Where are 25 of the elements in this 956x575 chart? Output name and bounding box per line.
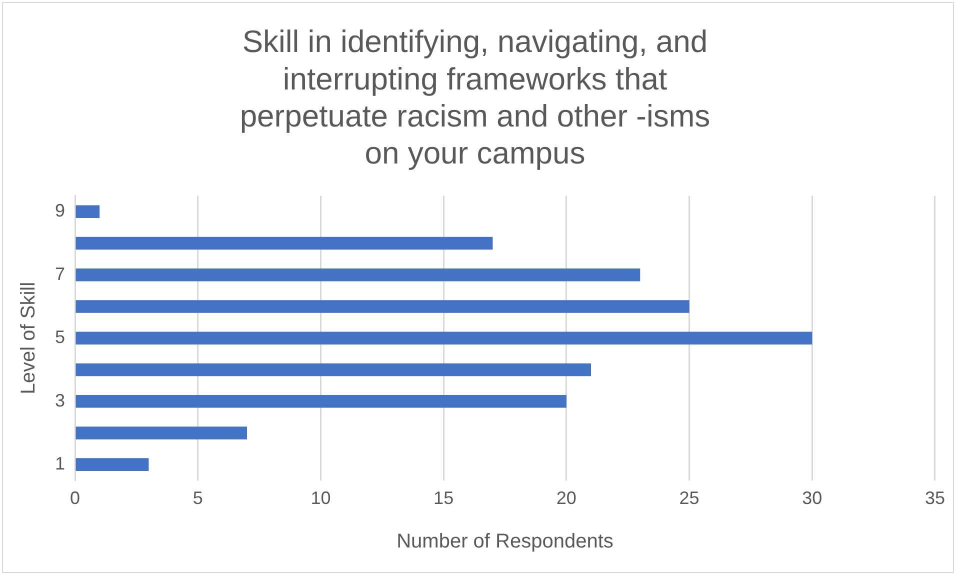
x-tick-label: 0: [70, 488, 80, 508]
bar: [76, 205, 100, 218]
bar: [76, 426, 248, 440]
bar: [76, 363, 591, 376]
x-tick-label: 5: [192, 488, 203, 508]
y-tick-label: 7: [54, 264, 66, 284]
x-tick-label: 10: [310, 488, 331, 508]
x-tick-label: 30: [802, 488, 822, 508]
y-tick-label: 1: [54, 454, 66, 474]
x-tick-label: 25: [679, 488, 700, 508]
bar: [76, 458, 149, 471]
y-tick-label: 9: [54, 200, 66, 221]
chart-title: Skill in identifying, navigating, and interrupting frameworks that perpetuate racism and other -isms on your campus: [240, 24, 710, 171]
x-axis-title: Number of Respondents: [396, 530, 614, 553]
bar: [76, 300, 690, 313]
y-tick-label: 5: [54, 327, 66, 348]
y-axis-title: Level of Skill: [18, 282, 40, 394]
bar: [76, 268, 640, 282]
y-tick-label: 3: [54, 390, 66, 410]
bar: [76, 394, 566, 408]
bar: [76, 236, 493, 250]
x-tick-label: 15: [434, 488, 454, 508]
x-tick-label: 20: [556, 488, 576, 508]
x-tick-label: 35: [924, 488, 946, 508]
bar: [76, 332, 812, 345]
